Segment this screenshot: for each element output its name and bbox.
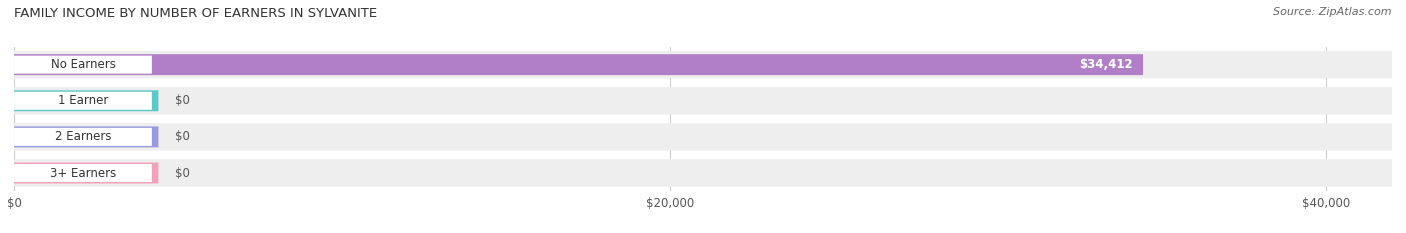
- FancyBboxPatch shape: [14, 51, 1392, 78]
- Text: $0: $0: [174, 94, 190, 107]
- FancyBboxPatch shape: [14, 163, 159, 183]
- Text: $0: $0: [174, 130, 190, 143]
- FancyBboxPatch shape: [14, 123, 1392, 151]
- FancyBboxPatch shape: [14, 90, 159, 111]
- Text: Source: ZipAtlas.com: Source: ZipAtlas.com: [1274, 7, 1392, 17]
- FancyBboxPatch shape: [14, 56, 152, 74]
- Text: 1 Earner: 1 Earner: [58, 94, 108, 107]
- Text: 3+ Earners: 3+ Earners: [49, 167, 117, 179]
- FancyBboxPatch shape: [14, 92, 152, 110]
- FancyBboxPatch shape: [14, 128, 152, 146]
- Text: FAMILY INCOME BY NUMBER OF EARNERS IN SYLVANITE: FAMILY INCOME BY NUMBER OF EARNERS IN SY…: [14, 7, 377, 20]
- FancyBboxPatch shape: [14, 54, 1143, 75]
- Text: 2 Earners: 2 Earners: [55, 130, 111, 143]
- FancyBboxPatch shape: [14, 87, 1392, 114]
- FancyBboxPatch shape: [14, 164, 152, 182]
- FancyBboxPatch shape: [14, 127, 159, 147]
- FancyBboxPatch shape: [14, 159, 1392, 187]
- Text: No Earners: No Earners: [51, 58, 115, 71]
- Text: $34,412: $34,412: [1080, 58, 1133, 71]
- Text: $0: $0: [174, 167, 190, 179]
